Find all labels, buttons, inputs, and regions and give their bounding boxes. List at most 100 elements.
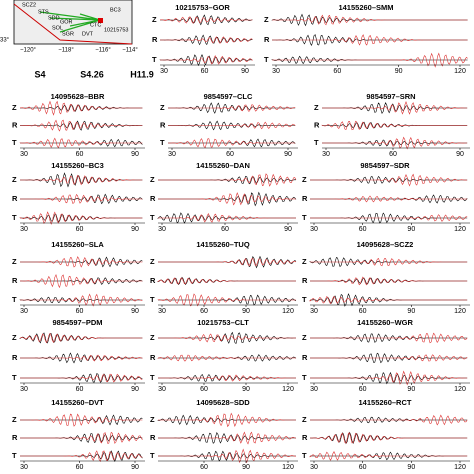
waveform: [309, 432, 468, 444]
waveform: [310, 332, 468, 344]
component-label: T: [314, 138, 319, 147]
component-label: R: [150, 353, 156, 362]
event: [98, 18, 103, 23]
x-tick-label: 90: [242, 386, 250, 393]
waveform: [20, 193, 143, 204]
x-tick-label: 120: [454, 386, 466, 393]
panel: 10215753–GOR Z R T30 60 90: [152, 3, 255, 75]
x-tick-label: 30: [168, 151, 176, 158]
waveform: [20, 431, 143, 444]
x-tick-label: 60: [333, 68, 341, 75]
waveform: [19, 211, 143, 225]
x-tick-label: 30: [20, 464, 28, 471]
panel: 14155260–WGR Z R T30 60 90 120: [302, 318, 470, 393]
station-label: GOR: [60, 19, 73, 25]
x-tick-label: 90: [131, 226, 139, 233]
header-label: S4.26: [80, 69, 104, 79]
component-label: T: [302, 451, 307, 460]
x-tick-label: 30: [20, 151, 28, 158]
waveform: [159, 16, 253, 24]
component-label: R: [160, 120, 166, 129]
panel-title: 14155260–TUQ: [196, 240, 250, 249]
x-tick-label: 30: [20, 226, 28, 233]
fault: [13, 3, 133, 45]
component-label: R: [302, 353, 308, 362]
waveform: [20, 119, 143, 132]
waveform: [309, 295, 468, 305]
x-tick-label: 30: [322, 151, 330, 158]
component-label: Z: [302, 257, 307, 266]
panel: 14155260–DAN Z R T30 60 90: [150, 161, 298, 233]
waveform: [158, 213, 296, 223]
x-tick-label: 30: [310, 386, 318, 393]
waveform: [160, 36, 253, 44]
waveform: [19, 273, 143, 289]
waveform: [158, 431, 297, 445]
waveform: [20, 450, 143, 462]
x-tick-label: 30: [272, 68, 280, 75]
waveform: [272, 34, 468, 46]
x-tick-label: 30: [158, 386, 166, 393]
x-tick-label: 90: [131, 386, 139, 393]
panel-title: 14155260–RCT: [359, 398, 412, 407]
component-label: T: [264, 55, 269, 64]
x-tick-label: 60: [76, 226, 84, 233]
component-label: R: [12, 353, 18, 362]
component-label: Z: [160, 103, 165, 112]
x-tick-label: 60: [76, 308, 84, 315]
component-label: Z: [302, 415, 307, 424]
x-tick-label: 30: [20, 308, 28, 315]
component-label: T: [302, 295, 307, 304]
panel-title: 14095628–BBR: [51, 92, 105, 101]
component-label: R: [150, 433, 156, 442]
component-label: T: [160, 138, 165, 147]
panel-title: 9854597–CLC: [204, 92, 253, 101]
panel-title: 10215753–GOR: [175, 3, 230, 12]
component-label: R: [12, 120, 18, 129]
waveform: [157, 354, 296, 362]
x-tick-label: 60: [221, 226, 229, 233]
waveform: [310, 276, 468, 286]
waveform: [158, 173, 297, 187]
x-tick-label: 90: [242, 308, 250, 315]
panel-title: 14095628–SCZ2: [357, 240, 414, 249]
panel-title: 9854597–SDR: [360, 161, 410, 170]
x-tick-label: 120: [454, 308, 466, 315]
x-tick-label: 90: [407, 386, 415, 393]
x-tick-label: 90: [395, 68, 403, 75]
x-tick-label: 60: [76, 386, 84, 393]
paths: [39, 11, 101, 33]
component-label: Z: [264, 15, 269, 24]
x-tick-label: 60: [226, 151, 234, 158]
waveform: [309, 451, 468, 461]
map: [13, 0, 133, 45]
header-label: H11.9: [130, 69, 154, 79]
component-label: Z: [12, 103, 17, 112]
waveform: [20, 373, 143, 383]
header-label: S4: [34, 69, 45, 79]
component-label: Z: [150, 257, 155, 266]
waveform: [310, 354, 468, 362]
component-label: T: [150, 213, 155, 222]
panel-title: 9854597–SRN: [366, 92, 415, 101]
waveform: [310, 195, 468, 203]
waveform: [20, 174, 143, 186]
component-label: Z: [12, 333, 17, 342]
station-label: DVT: [82, 31, 94, 37]
waveform: [20, 256, 143, 268]
component-label: T: [12, 295, 17, 304]
station-label: STS: [38, 9, 49, 15]
waveform: [20, 413, 143, 427]
x-tick-label: 90: [284, 226, 292, 233]
waveform: [19, 137, 143, 149]
lon-label: −114°: [122, 48, 138, 54]
waveform: [322, 136, 468, 150]
x-tick-label: 90: [131, 151, 139, 158]
x-tick-label: 60: [201, 68, 209, 75]
x-tick-label: 30: [310, 226, 318, 233]
map-frame: [13, 0, 133, 45]
station-label: SGR: [62, 31, 74, 37]
panel: 9854597–PDM Z R T30 60 90: [12, 318, 145, 393]
